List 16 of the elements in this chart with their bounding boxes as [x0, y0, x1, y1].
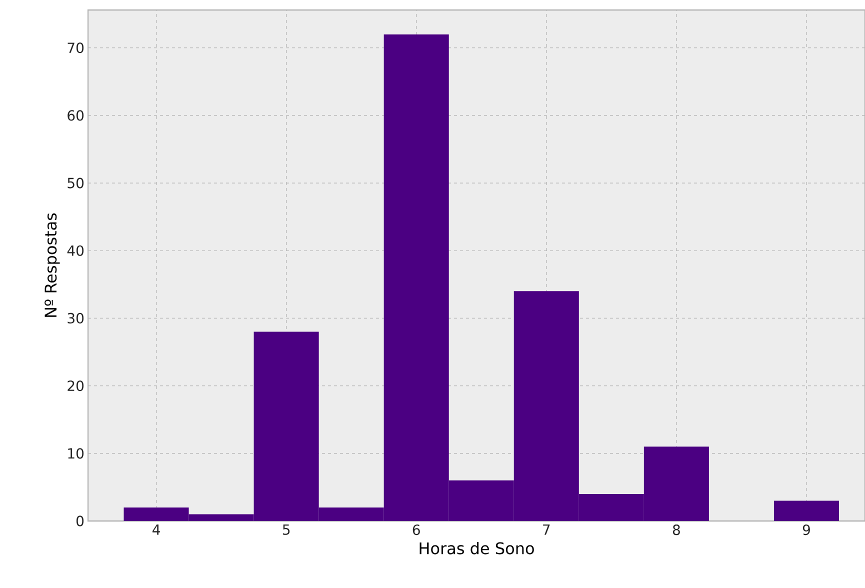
y-tick-label: 0	[76, 516, 84, 526]
x-tick-label: 4	[152, 524, 160, 535]
x-tick-label: 8	[672, 524, 680, 536]
y-tick-label: 70	[68, 42, 84, 54]
x-axis-title: Horas de Sono	[420, 542, 534, 554]
y-tick-label: 30	[68, 312, 84, 324]
x-tick-label: 6	[412, 524, 420, 536]
x-tick-label: 7	[543, 524, 550, 535]
y-tick-label: 20	[68, 380, 84, 392]
y-tick-label: 50	[68, 178, 84, 188]
y-axis-title: Nº Respostas	[44, 213, 60, 317]
x-tick-label: 9	[802, 524, 810, 536]
x-tick-label: 5	[282, 524, 290, 535]
y-tick-label: 40	[67, 245, 84, 256]
y-tick-label: 10	[68, 448, 84, 459]
y-tick-label: 60	[68, 110, 84, 121]
